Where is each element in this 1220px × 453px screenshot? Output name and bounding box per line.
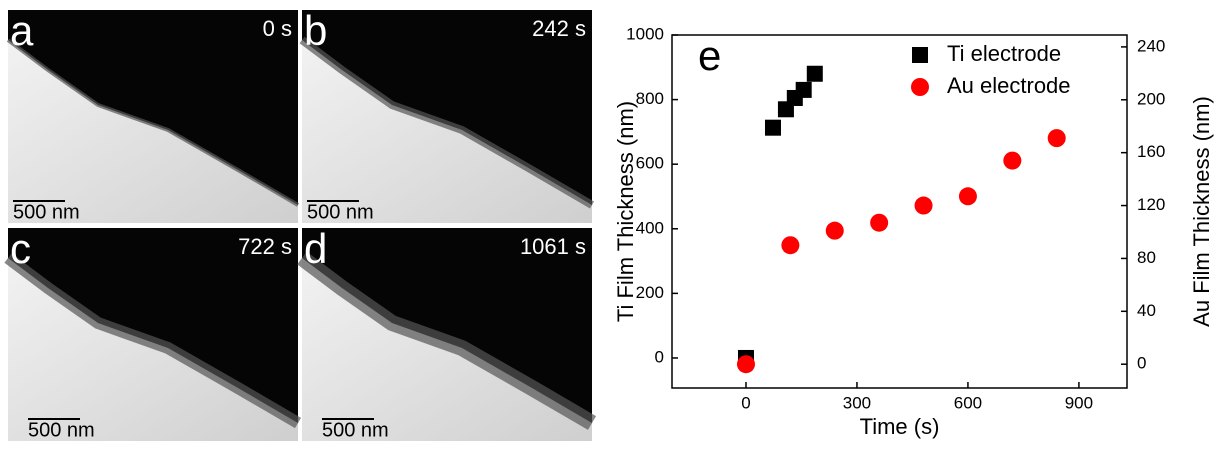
y-tick-label: 600 [636, 154, 664, 173]
marker [914, 196, 933, 215]
film-layer [297, 251, 597, 430]
x-tick-label: 900 [1065, 393, 1093, 412]
plot-frame [671, 34, 1128, 389]
y-axis-title: Ti Film Thickness (nm) [613, 101, 638, 322]
x-tick-label: 0 [741, 393, 750, 412]
scale-bar-label: 500 nm [13, 201, 80, 223]
film-layer [4, 253, 302, 429]
panel-label: c [10, 225, 31, 272]
y-tick-label: 0 [655, 347, 664, 366]
y-tick-label: 1000 [626, 24, 664, 43]
y2-tick-label: 80 [1137, 248, 1156, 267]
y-tick-label: 400 [636, 218, 664, 237]
y-tick-label: 200 [636, 283, 664, 302]
timestamp: 1061 s [520, 234, 586, 259]
film-layer [299, 36, 595, 209]
timestamp: 722 s [238, 234, 292, 259]
y2-tick-label: 0 [1137, 354, 1146, 373]
marker [1003, 151, 1022, 170]
timestamp: 0 s [263, 16, 292, 41]
scale-bar-label: 500 nm [307, 201, 374, 223]
y2-tick-label: 40 [1137, 301, 1156, 320]
electrode-region [8, 258, 298, 441]
legend-label: Au electrode [947, 73, 1071, 98]
micrograph: a 0 s 500 nm [6, 7, 300, 223]
marker [795, 81, 812, 98]
micrograph: c 722 s 500 nm [4, 225, 302, 441]
y2-axis-title: Au Film Thickness (nm) [1189, 96, 1214, 327]
y2-tick-label: 240 [1137, 36, 1165, 55]
y-tick-label: 800 [636, 89, 664, 108]
panel-label: e [698, 32, 721, 79]
electrode-region [8, 40, 298, 223]
marker [764, 119, 781, 136]
marker [781, 236, 800, 255]
panel-label: b [304, 7, 327, 54]
panel-label: a [10, 7, 34, 54]
x-tick-label: 600 [954, 393, 982, 412]
marker [958, 187, 977, 206]
marker [1047, 129, 1066, 148]
marker [912, 47, 928, 63]
film-layer [6, 38, 300, 207]
micrograph: b 242 s 500 nm [299, 7, 595, 223]
x-axis-title: Time (s) [860, 414, 940, 439]
y2-tick-label: 200 [1137, 89, 1165, 108]
panel-label: d [304, 225, 327, 272]
marker [806, 65, 823, 82]
micrograph: d 1061 s 500 nm [297, 225, 597, 441]
timestamp: 242 s [532, 16, 586, 41]
legend-label: Ti electrode [947, 41, 1061, 66]
scale-bar-label: 500 nm [28, 419, 95, 441]
scale-bar-label: 500 nm [322, 419, 389, 441]
electrode-region [302, 40, 592, 223]
marker [825, 221, 844, 240]
marker [911, 78, 929, 96]
y2-tick-label: 120 [1137, 195, 1165, 214]
x-tick-label: 300 [843, 393, 871, 412]
marker [736, 355, 755, 374]
marker [870, 213, 889, 232]
y2-tick-label: 160 [1137, 142, 1165, 161]
